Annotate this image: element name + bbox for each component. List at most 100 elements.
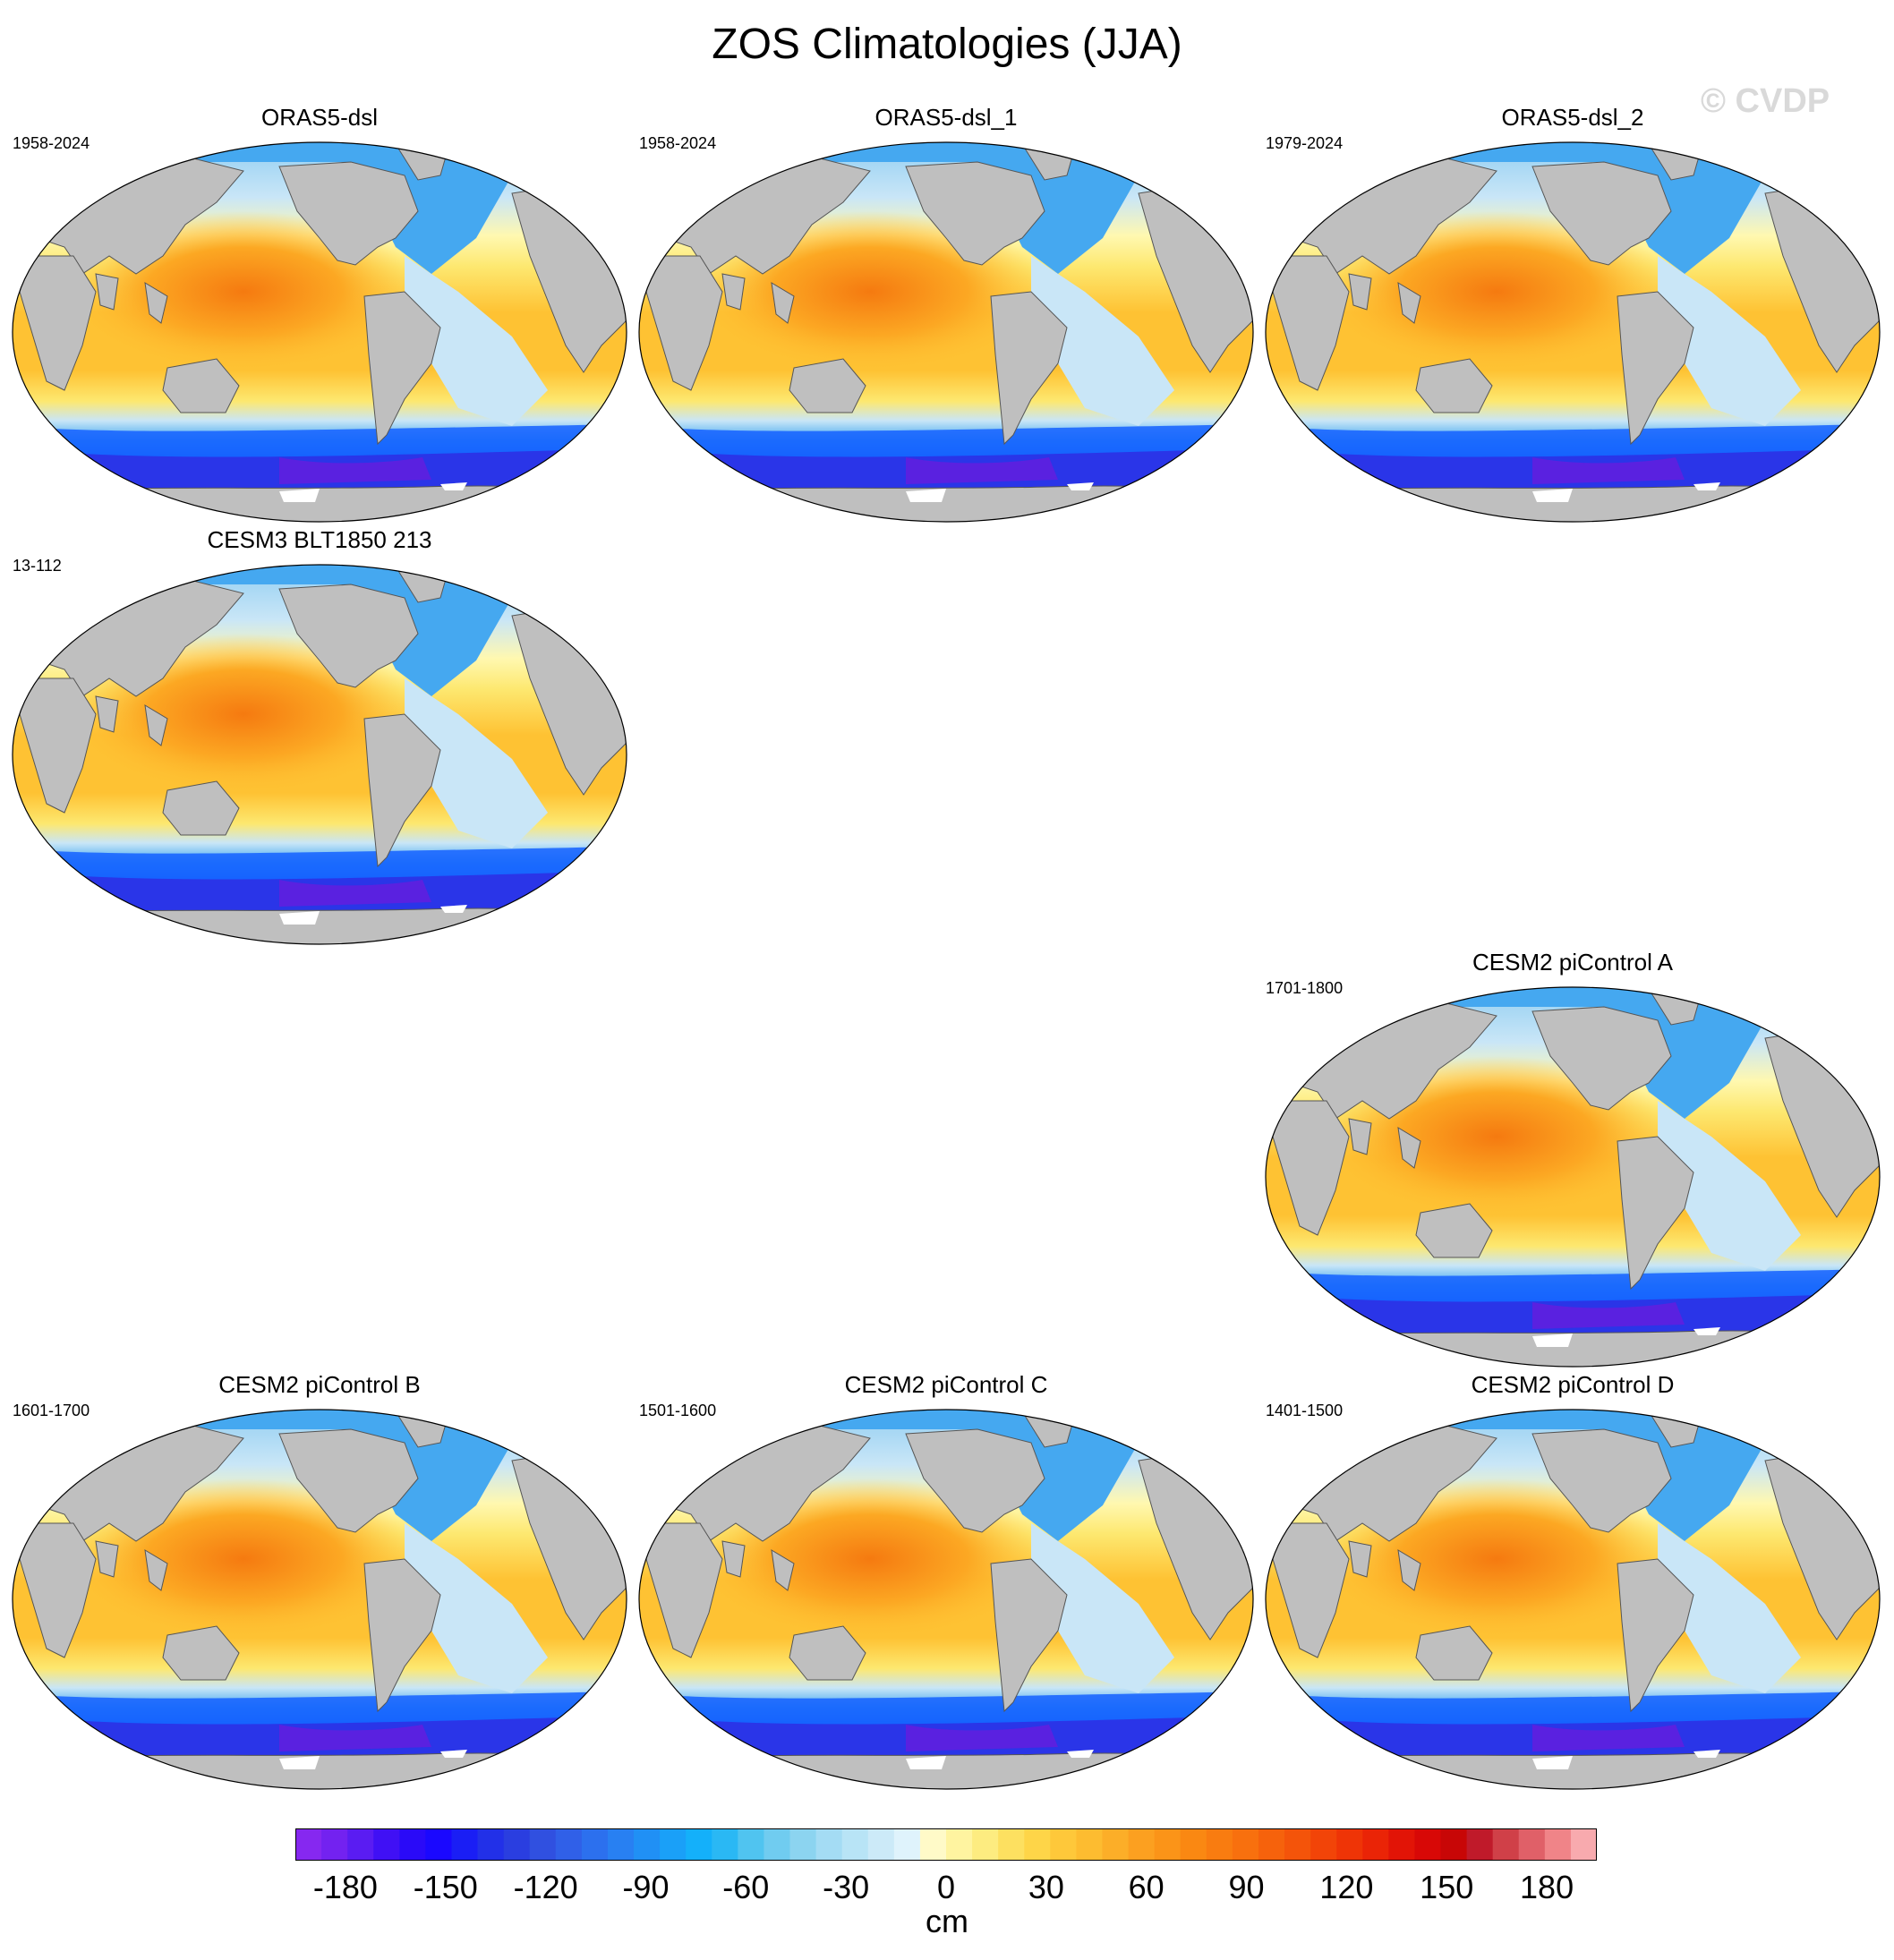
colorbar-units: cm [926, 1903, 968, 1939]
colorbar-tick-label: -60 [722, 1869, 770, 1905]
colorbar-swatch [1466, 1828, 1494, 1861]
panel-years: 1958-2024 [13, 134, 90, 152]
colorbar-tick-label: 90 [1228, 1869, 1265, 1905]
colorbar-swatch [1310, 1828, 1337, 1861]
robinson-map [12, 141, 627, 523]
colorbar-swatch [789, 1828, 817, 1861]
panel-years: 13-112 [13, 557, 62, 575]
colorbar [295, 1828, 1597, 1861]
robinson-map [638, 1409, 1254, 1790]
colorbar-swatch [972, 1828, 999, 1861]
robinson-map [1265, 141, 1881, 523]
colorbar-swatch [477, 1828, 505, 1861]
colorbar-swatch [1388, 1828, 1415, 1861]
figure-title: ZOS Climatologies (JJA) [712, 21, 1182, 68]
colorbar-tick-label: 60 [1128, 1869, 1165, 1905]
panel-years: 1958-2024 [639, 134, 717, 152]
panel-title: CESM2 piControl B [218, 1371, 421, 1398]
colorbar-swatch [529, 1828, 557, 1861]
panel-title: CESM3 BLT1850 213 [207, 526, 432, 553]
colorbar-swatch [321, 1828, 348, 1861]
robinson-map [1265, 986, 1881, 1368]
colorbar-swatch [998, 1828, 1025, 1861]
panel-years: 1601-1700 [13, 1402, 90, 1419]
colorbar-swatch [451, 1828, 479, 1861]
robinson-map [12, 564, 627, 945]
colorbar-swatch [815, 1828, 843, 1861]
colorbar-swatch [1284, 1828, 1311, 1861]
colorbar-swatch [581, 1828, 609, 1861]
colorbar-swatch [1258, 1828, 1285, 1861]
colorbar-swatch [399, 1828, 426, 1861]
panel-years: 1701-1800 [1266, 979, 1344, 997]
colorbar-swatch [1154, 1828, 1182, 1861]
colorbar-swatch [1076, 1828, 1103, 1861]
robinson-map [1265, 1409, 1881, 1790]
colorbar-tick-label: -150 [413, 1869, 478, 1905]
robinson-map [12, 1409, 627, 1790]
colorbar-swatch [919, 1828, 947, 1861]
cvdp-watermark: © CVDP [1701, 82, 1830, 120]
map-panel: CESM2 piControl C 1501-1600 [637, 1371, 1255, 1792]
colorbar-swatch [503, 1828, 531, 1861]
colorbar-tick-label: 0 [936, 1869, 956, 1905]
colorbar-tick-label: 30 [1028, 1869, 1064, 1905]
colorbar-swatch [634, 1828, 661, 1861]
panel-years: 1401-1500 [1266, 1402, 1344, 1419]
panel-title: CESM2 piControl A [1472, 949, 1673, 976]
colorbar-swatch [1206, 1828, 1233, 1861]
colorbar-tick-label: 150 [1420, 1869, 1474, 1905]
colorbar-swatch [1414, 1828, 1442, 1861]
panel-title: CESM2 piControl D [1471, 1371, 1675, 1398]
colorbar-swatch [841, 1828, 869, 1861]
map-panel: ORAS5-dsl_1 1958-2024 [637, 104, 1255, 524]
colorbar-swatch [295, 1828, 322, 1861]
colorbar-swatch [425, 1828, 452, 1861]
colorbar-swatch [738, 1828, 764, 1861]
colorbar-swatch [1102, 1828, 1130, 1861]
map-panel: CESM3 BLT1850 213 13-112 [11, 526, 628, 947]
colorbar-swatch [1570, 1828, 1597, 1861]
map-panel: CESM2 piControl D 1401-1500 [1264, 1371, 1881, 1792]
colorbar-swatch [1128, 1828, 1156, 1861]
colorbar-swatch [1336, 1828, 1363, 1861]
colorbar-tick-label: 180 [1520, 1869, 1574, 1905]
map-panel: ORAS5-dsl 1958-2024 [11, 104, 628, 524]
colorbar-swatch [946, 1828, 973, 1861]
colorbar-swatch [893, 1828, 921, 1861]
colorbar-tick-label: 120 [1319, 1869, 1374, 1905]
colorbar-swatch [1492, 1828, 1520, 1861]
panel-title: ORAS5-dsl_1 [874, 104, 1018, 131]
colorbar-swatch [1024, 1828, 1051, 1861]
panel-title: ORAS5-dsl [260, 104, 379, 131]
colorbar-tick-labels: -180 -150 -120 -90 -60 -30 0 30 60 90 120 150 180 [295, 1869, 1597, 1910]
colorbar-swatch [660, 1828, 687, 1861]
colorbar-swatch [764, 1828, 791, 1861]
colorbar-swatch [1440, 1828, 1468, 1861]
colorbar-swatch [1232, 1828, 1259, 1861]
colorbar-swatch [607, 1828, 635, 1861]
colorbar-swatch [1180, 1828, 1207, 1861]
colorbar-tick-label: -120 [513, 1869, 578, 1905]
panel-years: 1979-2024 [1266, 134, 1344, 152]
colorbar-tick-label: -180 [312, 1869, 378, 1905]
colorbar-swatch [867, 1828, 895, 1861]
colorbar-swatch [1050, 1828, 1077, 1861]
colorbar-tick-label: -90 [622, 1869, 670, 1905]
colorbar-swatch [347, 1828, 374, 1861]
panel-title: ORAS5-dsl_2 [1501, 104, 1644, 131]
robinson-map [638, 141, 1254, 523]
map-panel: CESM2 piControl B 1601-1700 [11, 1371, 628, 1792]
colorbar-swatch [686, 1828, 712, 1861]
colorbar-swatch [712, 1828, 738, 1861]
panel-title: CESM2 piControl C [844, 1371, 1048, 1398]
panel-years: 1501-1600 [639, 1402, 717, 1419]
map-panel: ORAS5-dsl_2 1979-2024 [1264, 104, 1881, 524]
map-panel: CESM2 piControl A 1701-1800 [1264, 949, 1881, 1369]
colorbar-swatch [373, 1828, 400, 1861]
colorbar-swatch [1518, 1828, 1546, 1861]
colorbar-swatch [1544, 1828, 1572, 1861]
colorbar-tick-label: -30 [823, 1869, 870, 1905]
colorbar-swatch [555, 1828, 583, 1861]
colorbar-swatch [1362, 1828, 1389, 1861]
